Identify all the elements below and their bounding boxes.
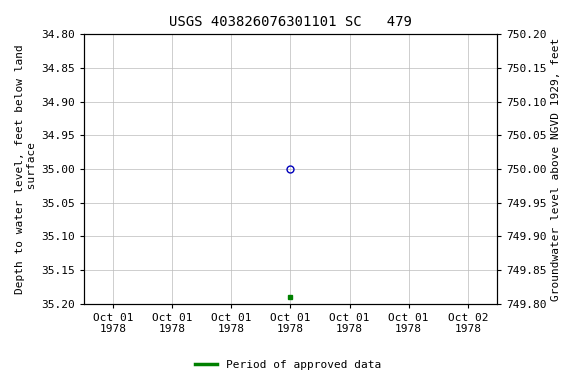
Y-axis label: Depth to water level, feet below land
 surface: Depth to water level, feet below land su… [15, 44, 37, 294]
Title: USGS 403826076301101 SC   479: USGS 403826076301101 SC 479 [169, 15, 412, 29]
Y-axis label: Groundwater level above NGVD 1929, feet: Groundwater level above NGVD 1929, feet [551, 38, 561, 301]
Legend: Period of approved data: Period of approved data [191, 356, 385, 375]
